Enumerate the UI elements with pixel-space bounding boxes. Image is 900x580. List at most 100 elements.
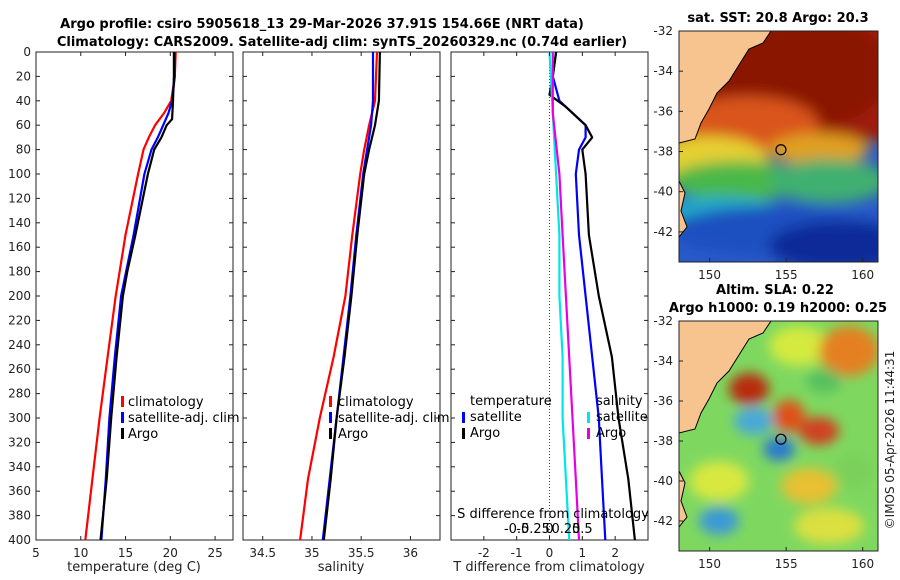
legend-swatch-climatology — [121, 396, 124, 407]
series-line-argo — [322, 51, 381, 541]
australia-land — [679, 321, 772, 434]
y-tick-label: 280 — [8, 387, 31, 401]
sla-field — [689, 326, 878, 544]
y-tick-label: 200 — [8, 289, 31, 303]
legend-label-t-argo: Argo — [470, 426, 500, 441]
x-tick-label: 15 — [118, 546, 133, 560]
legend-label-argo: Argo — [338, 427, 368, 442]
legend-label-satellite-adj: satellite-adj. clim — [338, 411, 450, 426]
difference-legend-salinity: salinity satellite Argo — [587, 394, 648, 441]
map-x-tick-label: 155 — [775, 268, 798, 282]
map-y-tick-label: -38 — [653, 434, 673, 448]
x-tick-label: 0 — [546, 546, 554, 560]
legend-label-climatology: climatology — [338, 395, 414, 410]
y-tick-label: 360 — [8, 484, 31, 498]
y-tick-label: 400 — [8, 533, 31, 547]
map-y-tick-label: -34 — [653, 354, 673, 368]
x-tick-label: 35.5 — [348, 546, 375, 560]
s-difference-label: S difference from climatology — [457, 507, 649, 522]
y-tick-label: 60 — [16, 118, 31, 132]
y-tick-label: 220 — [8, 313, 31, 327]
x-tick-label: 35 — [304, 546, 319, 560]
sla-map-frame — [678, 320, 879, 552]
legend-label-satellite-adj: satellite-adj. clim — [128, 411, 240, 426]
legend-swatch-t-argo — [462, 428, 465, 439]
t-difference-xlabel: T difference from climatology — [452, 560, 645, 575]
y-tick-label: 260 — [8, 362, 31, 376]
map-y-tick-label: -42 — [653, 514, 673, 528]
legend-swatch-argo — [329, 428, 332, 439]
sst-map-ticks: 150 155 160 -42 -40 -38 -36 -34 -32 — [653, 24, 874, 282]
sst-map-title: sat. SST: 20.8 Argo: 20.3 — [687, 11, 868, 26]
difference-lines — [548, 51, 636, 541]
salinity-legend: climatology satellite-adj. clim Argo — [329, 395, 450, 442]
map-y-tick-label: -32 — [653, 314, 673, 328]
x-tick-label: -2 — [478, 546, 490, 560]
map-y-tick-label: -40 — [653, 185, 673, 199]
x-tick-label: 20 — [163, 546, 178, 560]
temperature-ticks: 5 10 15 20 25 0 20 40 60 80 100 120 140 160 180 200 220 2… — [8, 45, 233, 560]
s-tick-label: 0 — [545, 522, 553, 537]
map-x-tick-label: 150 — [698, 557, 721, 571]
x-tick-label: -1 — [511, 546, 523, 560]
tasmania-land — [679, 180, 688, 238]
map-y-tick-label: -40 — [653, 474, 673, 488]
figure-title-line2: Climatology: CARS2009. Satellite-adj cli… — [57, 35, 627, 50]
salinity-ticks: 34.5 35 35.5 36 — [243, 51, 440, 560]
y-tick-label: 120 — [8, 191, 31, 205]
salinity-axes-box — [242, 51, 441, 541]
series-line-temperature-argo — [548, 51, 636, 541]
y-tick-label: 180 — [8, 265, 31, 279]
legend-swatch-satellite-adj — [329, 412, 332, 423]
australia-land — [679, 31, 772, 144]
map-y-tick-label: -42 — [653, 225, 673, 239]
y-tick-label: 40 — [16, 94, 31, 108]
map-y-tick-label: -34 — [653, 64, 673, 78]
temperature-legend: climatology satellite-adj. clim Argo — [121, 395, 240, 442]
sla-map-title-line1: Altim. SLA: 0.22 — [716, 283, 834, 298]
legend-label-climatology: climatology — [128, 395, 204, 410]
difference-bottom-ticks: -2 -1 0 1 2 — [451, 51, 648, 560]
sst-map-frame — [678, 30, 879, 263]
tasmania-land — [679, 470, 688, 528]
y-tick-label: 160 — [8, 240, 31, 254]
salinity-lines — [299, 51, 381, 541]
legend-swatch-s-argo — [587, 428, 590, 439]
series-line-salinity-argo — [551, 52, 581, 541]
legend-label-t-satellite: satellite — [470, 410, 522, 425]
map-y-tick-label: -36 — [653, 104, 673, 118]
legend-swatch-argo — [121, 428, 124, 439]
legend-title-salinity: salinity — [596, 394, 643, 409]
series-line-satellite-adj-clim — [100, 52, 176, 541]
x-tick-label: 34.5 — [249, 546, 276, 560]
y-tick-label: 20 — [16, 69, 31, 83]
argo-location-marker — [775, 144, 787, 156]
x-tick-label: 2 — [611, 546, 619, 560]
map-y-tick-label: -32 — [653, 24, 673, 38]
s-tick-label: 0.25 — [551, 522, 580, 537]
y-tick-label: 80 — [16, 143, 31, 157]
imos-timestamp: ©IMOS 05-Apr-2026 11:44:31 — [883, 351, 897, 530]
map-y-tick-label: -36 — [653, 394, 673, 408]
salinity-xlabel: salinity — [318, 560, 365, 575]
sst-map-area — [679, 31, 878, 262]
x-tick-label: 25 — [207, 546, 222, 560]
x-tick-label: 10 — [73, 546, 88, 560]
s-tick-label: -0.5 — [504, 522, 529, 537]
series-line-argo — [99, 52, 175, 541]
s-tick-label: -0.25 — [516, 522, 550, 537]
y-tick-label: 0 — [23, 45, 31, 59]
y-tick-label: 140 — [8, 216, 31, 230]
legend-swatch-s-satellite — [587, 412, 590, 423]
legend-swatch-climatology — [329, 396, 332, 407]
y-tick-label: 320 — [8, 435, 31, 449]
legend-swatch-satellite-adj — [121, 412, 124, 423]
salinity-profile-panel: 34.5 35 35.5 36 salinity climatology satell… — [242, 51, 450, 575]
sla-map-area — [679, 321, 878, 551]
map-x-tick-label: 160 — [851, 557, 874, 571]
x-tick-label: 1 — [579, 546, 587, 560]
map-x-tick-label: 160 — [851, 268, 874, 282]
